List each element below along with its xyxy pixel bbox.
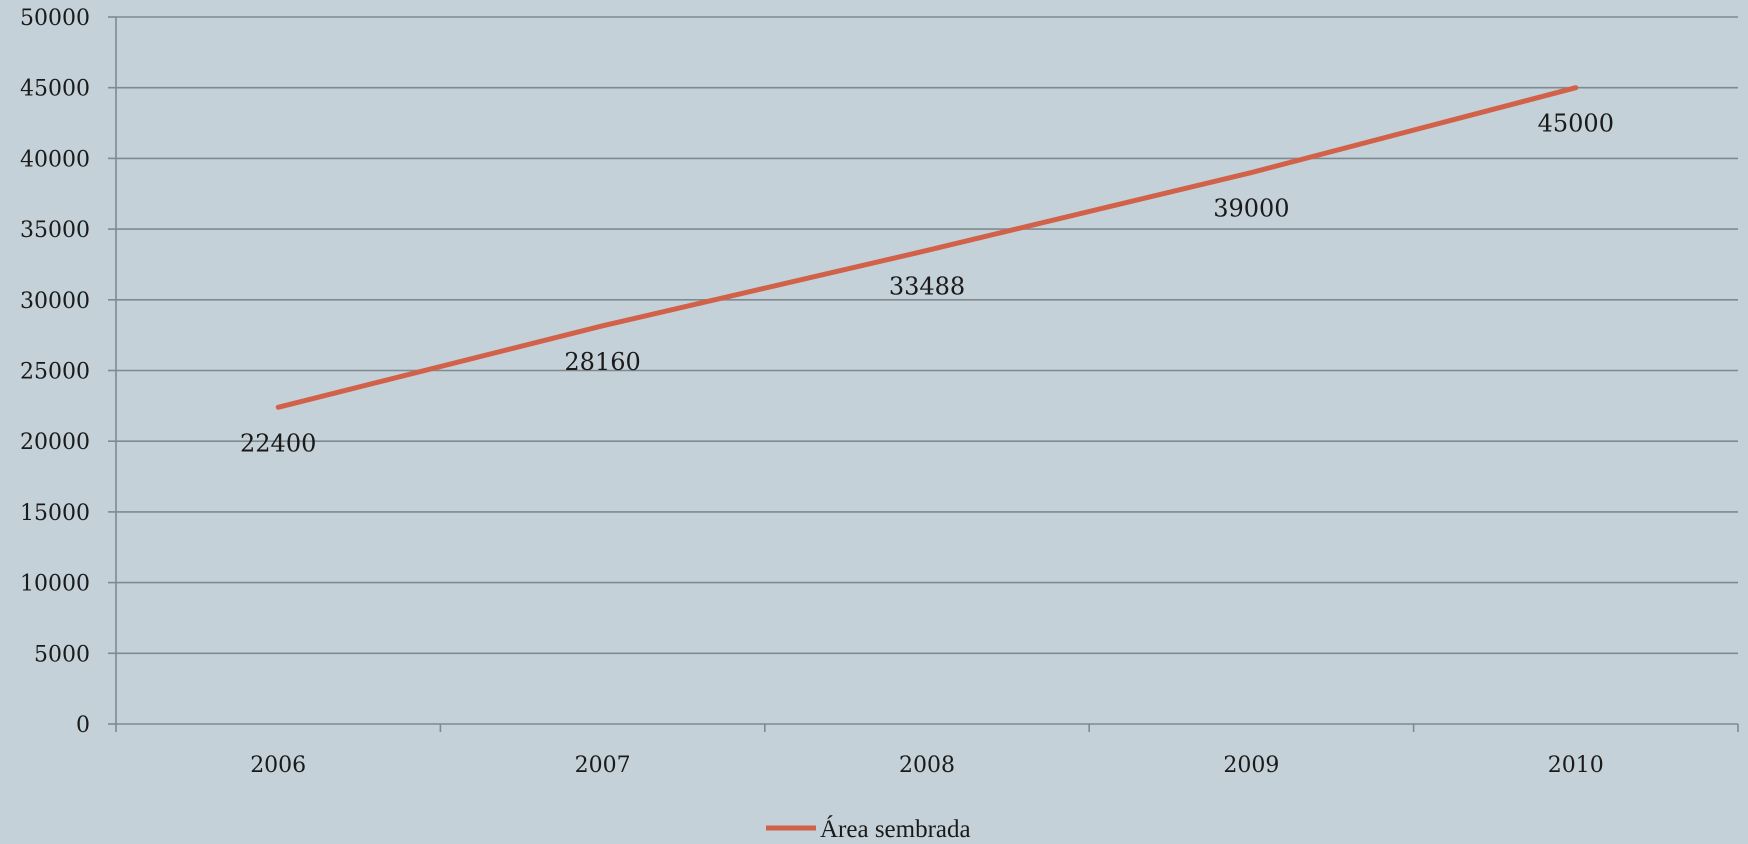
x-tick-label: 2010: [1548, 753, 1604, 778]
data-label: 28160: [564, 348, 640, 376]
x-axis-tick-labels: 2006 2007 2008 2009 2010: [250, 753, 1604, 778]
y-tick-label: 50000: [20, 6, 90, 31]
series-line-0: [275, 85, 1579, 410]
axes: [108, 16, 1739, 732]
data-label: 22400: [240, 429, 316, 457]
data-label: 33488: [889, 272, 965, 300]
series-group: [275, 85, 1579, 410]
x-tick-label: 2007: [575, 753, 631, 778]
y-tick-label: 30000: [20, 289, 90, 314]
gridlines: [116, 16, 1738, 655]
data-label: 39000: [1213, 195, 1289, 223]
y-tick-label: 40000: [20, 147, 90, 172]
y-tick-label: 5000: [34, 642, 90, 667]
y-tick-label: 45000: [20, 77, 90, 102]
legend-label: Área sembrada: [820, 815, 971, 843]
data-labels: 22400 28160 33488 39000 45000: [240, 110, 1614, 458]
y-tick-label: 35000: [20, 218, 90, 243]
y-tick-label: 15000: [20, 501, 90, 526]
x-tick-label: 2008: [899, 753, 955, 778]
y-tick-label: 20000: [20, 430, 90, 455]
x-tick-label: 2009: [1223, 753, 1279, 778]
y-tick-label: 0: [76, 713, 90, 738]
legend: Área sembrada: [766, 815, 971, 843]
x-tick-label: 2006: [250, 753, 306, 778]
y-tick-label: 25000: [20, 360, 90, 385]
data-label: 45000: [1538, 110, 1614, 138]
y-tick-label: 10000: [20, 572, 90, 597]
y-axis-tick-labels: 0 5000 10000 15000 20000 25000 30000 35000 40000…: [20, 6, 90, 738]
